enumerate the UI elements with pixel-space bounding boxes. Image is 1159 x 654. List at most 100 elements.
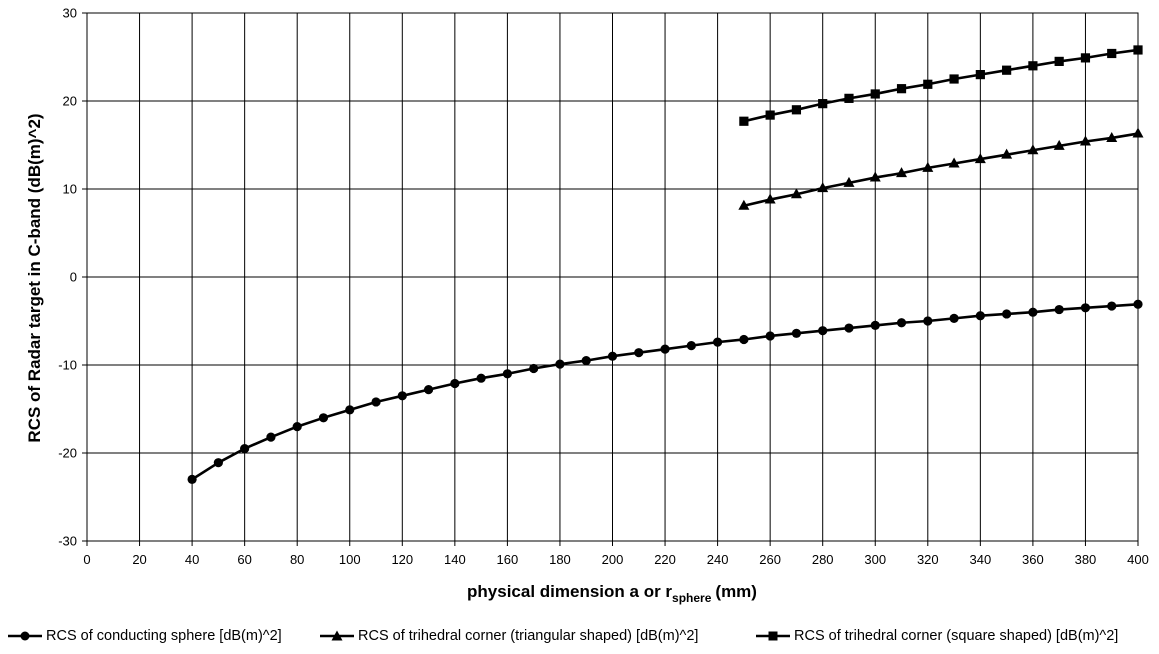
data-point-square <box>1028 61 1038 71</box>
data-point-circle <box>371 397 381 407</box>
x-tick-label: 380 <box>1075 552 1097 567</box>
data-point-circle <box>292 422 302 432</box>
triangle-marker-icon <box>320 630 354 641</box>
legend-label-sphere: RCS of conducting sphere [dB(m)^2] <box>46 628 282 644</box>
data-point-square <box>1080 53 1091 63</box>
data-point-triangle <box>948 157 960 168</box>
data-point-triangle <box>817 182 829 193</box>
x-tick-label: 100 <box>339 552 361 567</box>
data-point-circle <box>870 320 880 330</box>
x-tick-label: 400 <box>1127 552 1149 567</box>
legend-item-square: RCS of trihedral corner (square shaped) … <box>756 628 1118 644</box>
data-point-circle <box>1054 304 1064 315</box>
x-axis-title-main: physical dimension a or r <box>467 582 672 601</box>
data-point-square <box>818 99 828 109</box>
data-point-triangle <box>790 188 802 199</box>
x-tick-label: 160 <box>497 552 519 567</box>
x-tick-label: 360 <box>1022 552 1044 567</box>
data-point-triangle <box>896 167 908 178</box>
data-point-circle <box>923 316 933 326</box>
data-point-triangle <box>1106 131 1118 142</box>
rcs-line-chart: 0 20 40 60 80 100 120 140 160 180 200 220 240 260 280 3… <box>25 6 1149 606</box>
data-point-circle <box>634 348 644 358</box>
data-point-circle <box>765 331 775 341</box>
data-point-circle <box>187 474 197 484</box>
circle-marker-icon <box>8 631 42 641</box>
legend: RCS of conducting sphere [dB(m)^2] RCS o… <box>0 628 1159 650</box>
data-point-circle <box>450 378 460 389</box>
data-point-circle <box>713 337 723 347</box>
data-point-square <box>949 74 959 84</box>
data-point-circle <box>529 363 539 374</box>
data-point-circle <box>397 391 407 401</box>
data-point-circle <box>1028 307 1038 317</box>
x-tick-label: 40 <box>185 552 199 567</box>
data-point-circle <box>607 351 618 361</box>
square-marker-icon <box>756 631 790 641</box>
y-tick-label: 30 <box>63 6 77 21</box>
y-tick-label: 10 <box>63 182 77 197</box>
data-point-circle <box>686 341 696 351</box>
data-point-circle <box>345 405 355 415</box>
legend-item-sphere: RCS of conducting sphere [dB(m)^2] <box>8 628 282 644</box>
data-point-circle <box>1107 301 1117 311</box>
data-point-triangle <box>1001 148 1013 159</box>
data-point-circle <box>949 313 959 323</box>
y-tick-label: 0 <box>70 270 77 285</box>
data-point-triangle <box>1027 144 1039 155</box>
data-point-circle <box>818 326 828 336</box>
data-point-square <box>923 79 933 89</box>
plot-series <box>187 45 1144 484</box>
x-tick-label: 140 <box>444 552 466 567</box>
data-point-circle <box>213 458 223 468</box>
x-tick-label: 340 <box>969 552 991 567</box>
data-point-triangle <box>869 171 881 182</box>
data-point-circle <box>791 328 802 338</box>
data-point-square <box>1133 45 1143 55</box>
x-tick-label: 220 <box>654 552 676 567</box>
data-point-circle <box>502 369 512 379</box>
data-point-triangle <box>1079 135 1091 146</box>
x-tick-label: 120 <box>391 552 413 567</box>
x-tick-label: 320 <box>917 552 939 567</box>
data-point-square <box>975 70 985 80</box>
data-point-triangle <box>922 161 934 172</box>
x-tick-label: 80 <box>290 552 304 567</box>
data-point-triangle <box>764 193 776 204</box>
x-tick-label: 260 <box>759 552 781 567</box>
legend-label-triangular: RCS of trihedral corner (triangular shap… <box>358 628 699 644</box>
data-point-circle <box>555 359 565 369</box>
x-tick-label: 60 <box>237 552 251 567</box>
plot-frame <box>86 12 1139 542</box>
data-point-circle <box>581 356 591 366</box>
series-line-triangle <box>743 132 1139 207</box>
y-tick-label: -30 <box>58 534 77 549</box>
data-point-circle <box>476 373 486 383</box>
y-tick-label: -20 <box>58 446 77 461</box>
data-point-square <box>1054 56 1064 66</box>
data-point-triangle <box>1053 139 1065 150</box>
data-point-circle <box>266 432 276 442</box>
data-point-square <box>765 110 775 120</box>
data-point-square <box>739 116 749 126</box>
series-line-square <box>743 48 1139 123</box>
data-point-circle <box>1133 299 1143 309</box>
data-point-square <box>844 93 854 103</box>
data-point-square <box>791 105 802 115</box>
data-point-triangle <box>1132 127 1144 138</box>
data-point-circle <box>318 413 329 423</box>
data-point-square <box>1002 65 1012 75</box>
data-point-circle <box>896 318 907 328</box>
x-tick-label: 20 <box>132 552 146 567</box>
x-tick-label: 240 <box>707 552 729 567</box>
data-point-circle <box>975 311 985 321</box>
x-tick-label: 180 <box>549 552 571 567</box>
legend-label-square: RCS of trihedral corner (square shaped) … <box>794 628 1119 644</box>
data-point-square <box>870 89 880 99</box>
data-point-circle <box>240 444 250 454</box>
data-point-triangle <box>738 199 750 210</box>
tick-labels: 0 20 40 60 80 100 120 140 160 180 200 220 240 260 280 3… <box>58 6 1149 568</box>
data-point-circle <box>423 385 434 395</box>
data-point-circle <box>1002 309 1012 319</box>
x-axis-title-subscript: sphere <box>672 591 712 605</box>
